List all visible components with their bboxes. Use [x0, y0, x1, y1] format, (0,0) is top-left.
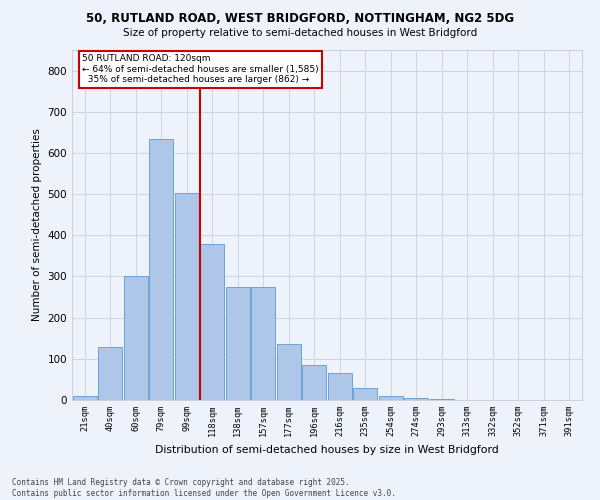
Bar — [302, 365, 326, 400]
Bar — [98, 348, 122, 400]
Bar — [379, 396, 403, 400]
Bar — [277, 344, 301, 400]
Bar — [404, 398, 428, 400]
Bar — [430, 399, 454, 400]
Text: Contains HM Land Registry data © Crown copyright and database right 2025.
Contai: Contains HM Land Registry data © Crown c… — [12, 478, 396, 498]
Bar — [149, 138, 173, 400]
Text: Size of property relative to semi-detached houses in West Bridgford: Size of property relative to semi-detach… — [123, 28, 477, 38]
Text: 50, RUTLAND ROAD, WEST BRIDGFORD, NOTTINGHAM, NG2 5DG: 50, RUTLAND ROAD, WEST BRIDGFORD, NOTTIN… — [86, 12, 514, 26]
X-axis label: Distribution of semi-detached houses by size in West Bridgford: Distribution of semi-detached houses by … — [155, 444, 499, 454]
Text: 50 RUTLAND ROAD: 120sqm
← 64% of semi-detached houses are smaller (1,585)
  35% : 50 RUTLAND ROAD: 120sqm ← 64% of semi-de… — [82, 54, 319, 84]
Bar — [175, 194, 199, 400]
Bar — [328, 373, 352, 400]
Bar — [200, 244, 224, 400]
Bar — [251, 287, 275, 400]
Bar — [124, 276, 148, 400]
Bar — [226, 287, 250, 400]
Bar — [73, 396, 97, 400]
Y-axis label: Number of semi-detached properties: Number of semi-detached properties — [32, 128, 42, 322]
Bar — [353, 388, 377, 400]
